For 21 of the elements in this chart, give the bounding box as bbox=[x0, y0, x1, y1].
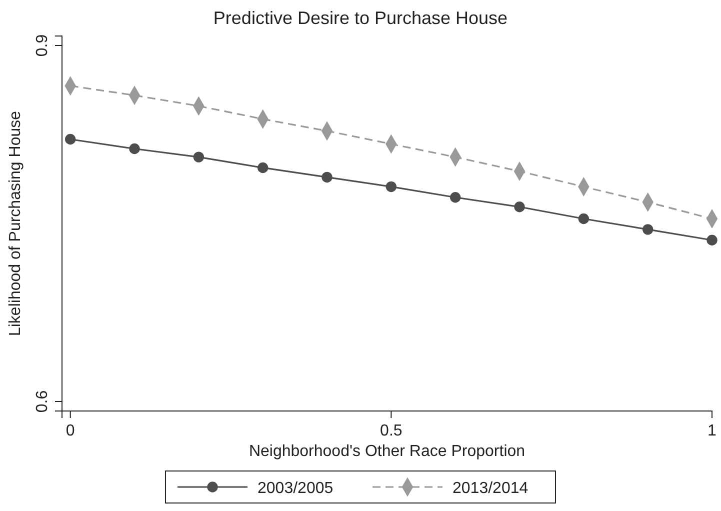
point bbox=[193, 152, 204, 162]
point bbox=[129, 143, 140, 154]
y-tick-label: 0.9 bbox=[34, 34, 51, 57]
point bbox=[642, 224, 654, 235]
point bbox=[578, 213, 590, 224]
y-tick-label: 0.6 bbox=[34, 390, 51, 413]
y-axis-title: Likelihood of Purchasing House bbox=[7, 110, 24, 336]
x-tick-label: 1 bbox=[708, 422, 717, 440]
point bbox=[64, 134, 76, 145]
point bbox=[706, 234, 718, 246]
point bbox=[386, 181, 397, 192]
point bbox=[514, 202, 525, 212]
x-axis-title: Neighborhood's Other Race Proportion bbox=[248, 443, 526, 460]
x-tick-label: 0 bbox=[66, 422, 75, 440]
legend-label: 2003/2005 bbox=[258, 480, 334, 497]
x-tick-label: 0.5 bbox=[380, 422, 402, 440]
legend-label: 2013/2014 bbox=[452, 480, 528, 497]
point bbox=[322, 172, 332, 183]
point bbox=[257, 162, 268, 174]
point bbox=[450, 192, 461, 203]
chart-title: Predictive Desire to Purchase House bbox=[213, 8, 508, 28]
